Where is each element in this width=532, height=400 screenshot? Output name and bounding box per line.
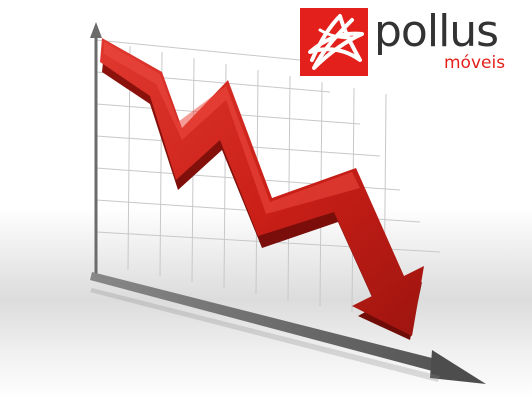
brand-subtitle: móveis (444, 53, 506, 73)
floor-reflection (90, 288, 440, 382)
star-scribble-icon (300, 8, 368, 76)
brand-logo: pollus móveis (300, 6, 532, 80)
chart-axes (90, 22, 486, 384)
downward-trend-arrow-icon (100, 38, 424, 340)
brand-name: pollus (374, 6, 499, 57)
